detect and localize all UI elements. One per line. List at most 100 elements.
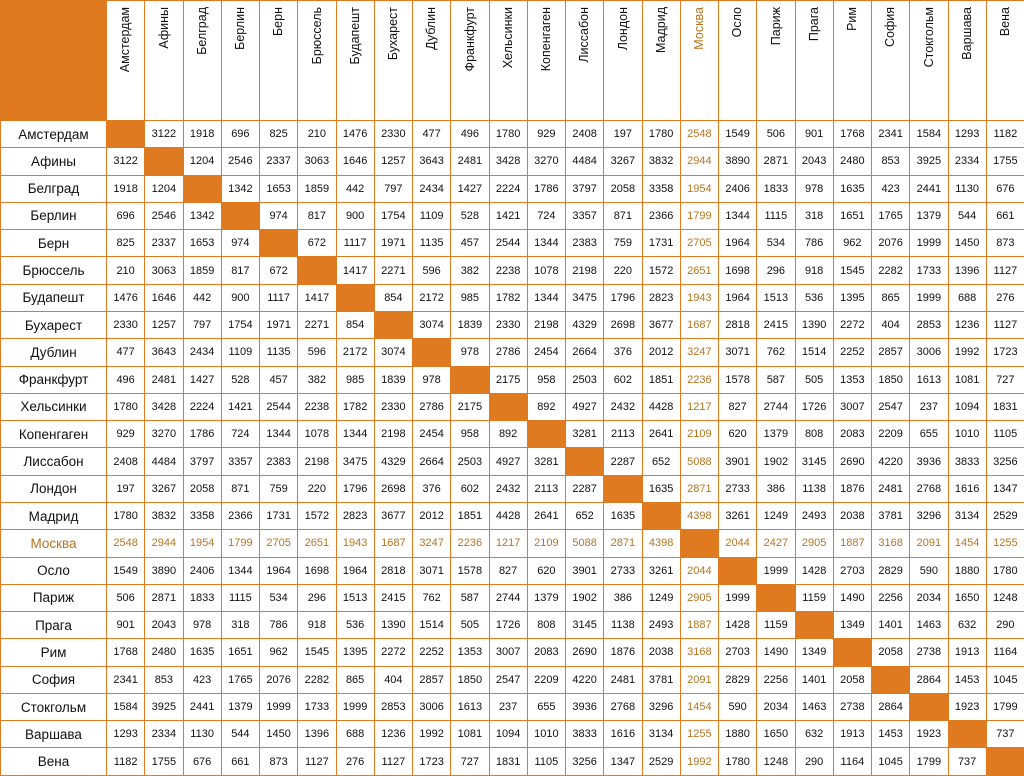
corner-cell bbox=[0, 0, 107, 121]
column-header-label: Будапешт bbox=[347, 7, 362, 65]
distance-cell: 3007 bbox=[832, 392, 873, 422]
distance-cell: 3270 bbox=[526, 147, 567, 176]
distance-cell: 688 bbox=[335, 720, 375, 749]
distance-cell: 900 bbox=[335, 201, 375, 231]
distance-cell: 496 bbox=[450, 119, 490, 149]
distance-cell: 724 bbox=[526, 201, 567, 231]
distance-cell: 1992 bbox=[411, 720, 452, 749]
distance-cell: 1723 bbox=[411, 747, 452, 776]
table-row: Лиссабон 2408 4484 3797 3357 2383 2198 3475 4329… bbox=[0, 447, 1024, 476]
distance-cell: 3256 bbox=[985, 447, 1024, 476]
distance-cell: 2857 bbox=[870, 338, 911, 367]
distance-cell: 817 bbox=[297, 201, 337, 231]
distance-cell: 901 bbox=[105, 611, 146, 640]
row-header: Париж bbox=[0, 583, 107, 613]
distance-cell: 2408 bbox=[105, 447, 146, 476]
distance-cell: 1723 bbox=[985, 338, 1024, 367]
diagonal-cell bbox=[870, 665, 911, 694]
distance-cell: 1651 bbox=[832, 201, 873, 231]
distance-cell: 978 bbox=[182, 611, 222, 640]
distance-cell: 2823 bbox=[641, 283, 681, 312]
distance-cell: 2271 bbox=[297, 310, 337, 340]
distance-cell: 1799 bbox=[220, 529, 261, 558]
distance-cell: 1344 bbox=[220, 556, 261, 585]
distance-cell: 1217 bbox=[488, 529, 528, 558]
distance-cell: 276 bbox=[335, 747, 375, 776]
distance-cell: 1768 bbox=[105, 638, 146, 667]
distance-cell: 1428 bbox=[717, 611, 758, 640]
distance-cell: 1971 bbox=[373, 229, 414, 258]
distance-cell: 2406 bbox=[717, 174, 758, 203]
distance-cell: 1831 bbox=[488, 747, 528, 776]
distance-cell: 1796 bbox=[603, 283, 643, 312]
distance-cell: 376 bbox=[411, 474, 452, 503]
distance-cell: 1513 bbox=[335, 583, 375, 613]
distance-cell: 825 bbox=[258, 119, 299, 149]
distance-cell: 3071 bbox=[411, 556, 452, 585]
distance-cell: 4927 bbox=[488, 447, 528, 476]
distance-cell: 808 bbox=[526, 611, 567, 640]
distance-cell: 386 bbox=[756, 474, 796, 503]
column-header-label: Белград bbox=[194, 7, 209, 55]
distance-table-body: Амстердам 3122 1918 696 825 210 1476 2330 477 496… bbox=[0, 119, 1024, 776]
distance-cell: 2664 bbox=[411, 447, 452, 476]
distance-cell: 2282 bbox=[297, 665, 337, 694]
distance-cell: 1545 bbox=[832, 256, 873, 285]
distance-cell: 1344 bbox=[717, 201, 758, 231]
row-header: Амстердам bbox=[0, 119, 107, 149]
row-header: Москва bbox=[0, 529, 107, 558]
distance-cell: 3797 bbox=[564, 174, 605, 203]
table-row: Осло 1549 3890 2406 1344 1964 1698 1964 2818 3071… bbox=[0, 556, 1024, 585]
distance-cell: 1010 bbox=[526, 720, 567, 749]
distance-cell: 404 bbox=[870, 310, 911, 340]
distance-cell: 442 bbox=[335, 174, 375, 203]
distance-cell: 506 bbox=[105, 583, 146, 613]
distance-cell: 1768 bbox=[832, 119, 873, 149]
distance-cell: 2083 bbox=[832, 420, 873, 449]
distance-cell: 1954 bbox=[679, 174, 720, 203]
distance-cell: 1780 bbox=[985, 556, 1024, 585]
distance-cell: 3247 bbox=[679, 338, 720, 367]
diagonal-cell bbox=[564, 447, 605, 476]
distance-cell: 2209 bbox=[526, 665, 567, 694]
distance-cell: 2034 bbox=[756, 692, 796, 722]
row-header: Франкфурт bbox=[0, 365, 107, 394]
distance-cell: 1964 bbox=[258, 556, 299, 585]
distance-cell: 4484 bbox=[564, 147, 605, 176]
distance-cell: 2493 bbox=[794, 501, 834, 531]
distance-cell: 2703 bbox=[832, 556, 873, 585]
table-row: Москва 2548 2944 1954 1799 2705 2651 1943 1687 32… bbox=[0, 529, 1024, 558]
distance-cell: 3781 bbox=[641, 665, 681, 694]
distance-cell: 2481 bbox=[870, 474, 911, 503]
distance-cell: 1344 bbox=[526, 229, 567, 258]
distance-cell: 2038 bbox=[832, 501, 873, 531]
diagonal-cell bbox=[717, 556, 758, 585]
column-header: Прага bbox=[794, 0, 834, 121]
distance-cell: 3925 bbox=[144, 692, 184, 722]
distance-cell: 724 bbox=[220, 420, 261, 449]
column-header: Амстердам bbox=[105, 0, 146, 121]
distance-cell: 1635 bbox=[832, 174, 873, 203]
distance-cell: 3168 bbox=[679, 638, 720, 667]
distance-cell: 1396 bbox=[947, 256, 987, 285]
distance-cell: 2224 bbox=[488, 174, 528, 203]
column-header-label: Варшава bbox=[959, 7, 974, 60]
distance-cell: 2546 bbox=[220, 147, 261, 176]
distance-cell: 1115 bbox=[756, 201, 796, 231]
distance-cell: 2857 bbox=[411, 665, 452, 694]
distance-cell: 2818 bbox=[717, 310, 758, 340]
distance-cell: 1954 bbox=[182, 529, 222, 558]
distance-cell: 3145 bbox=[564, 611, 605, 640]
column-header: Берн bbox=[258, 0, 299, 121]
distance-cell: 2113 bbox=[526, 474, 567, 503]
distance-cell: 1726 bbox=[794, 392, 834, 422]
distance-cell: 1572 bbox=[641, 256, 681, 285]
distance-cell: 220 bbox=[603, 256, 643, 285]
distance-cell: 2272 bbox=[832, 310, 873, 340]
distance-cell: 727 bbox=[985, 365, 1024, 394]
distance-cell: 1733 bbox=[297, 692, 337, 722]
distance-cell: 1733 bbox=[909, 256, 949, 285]
column-header-label: Рим bbox=[845, 7, 860, 31]
distance-cell: 1117 bbox=[258, 283, 299, 312]
diagonal-cell bbox=[335, 283, 375, 312]
